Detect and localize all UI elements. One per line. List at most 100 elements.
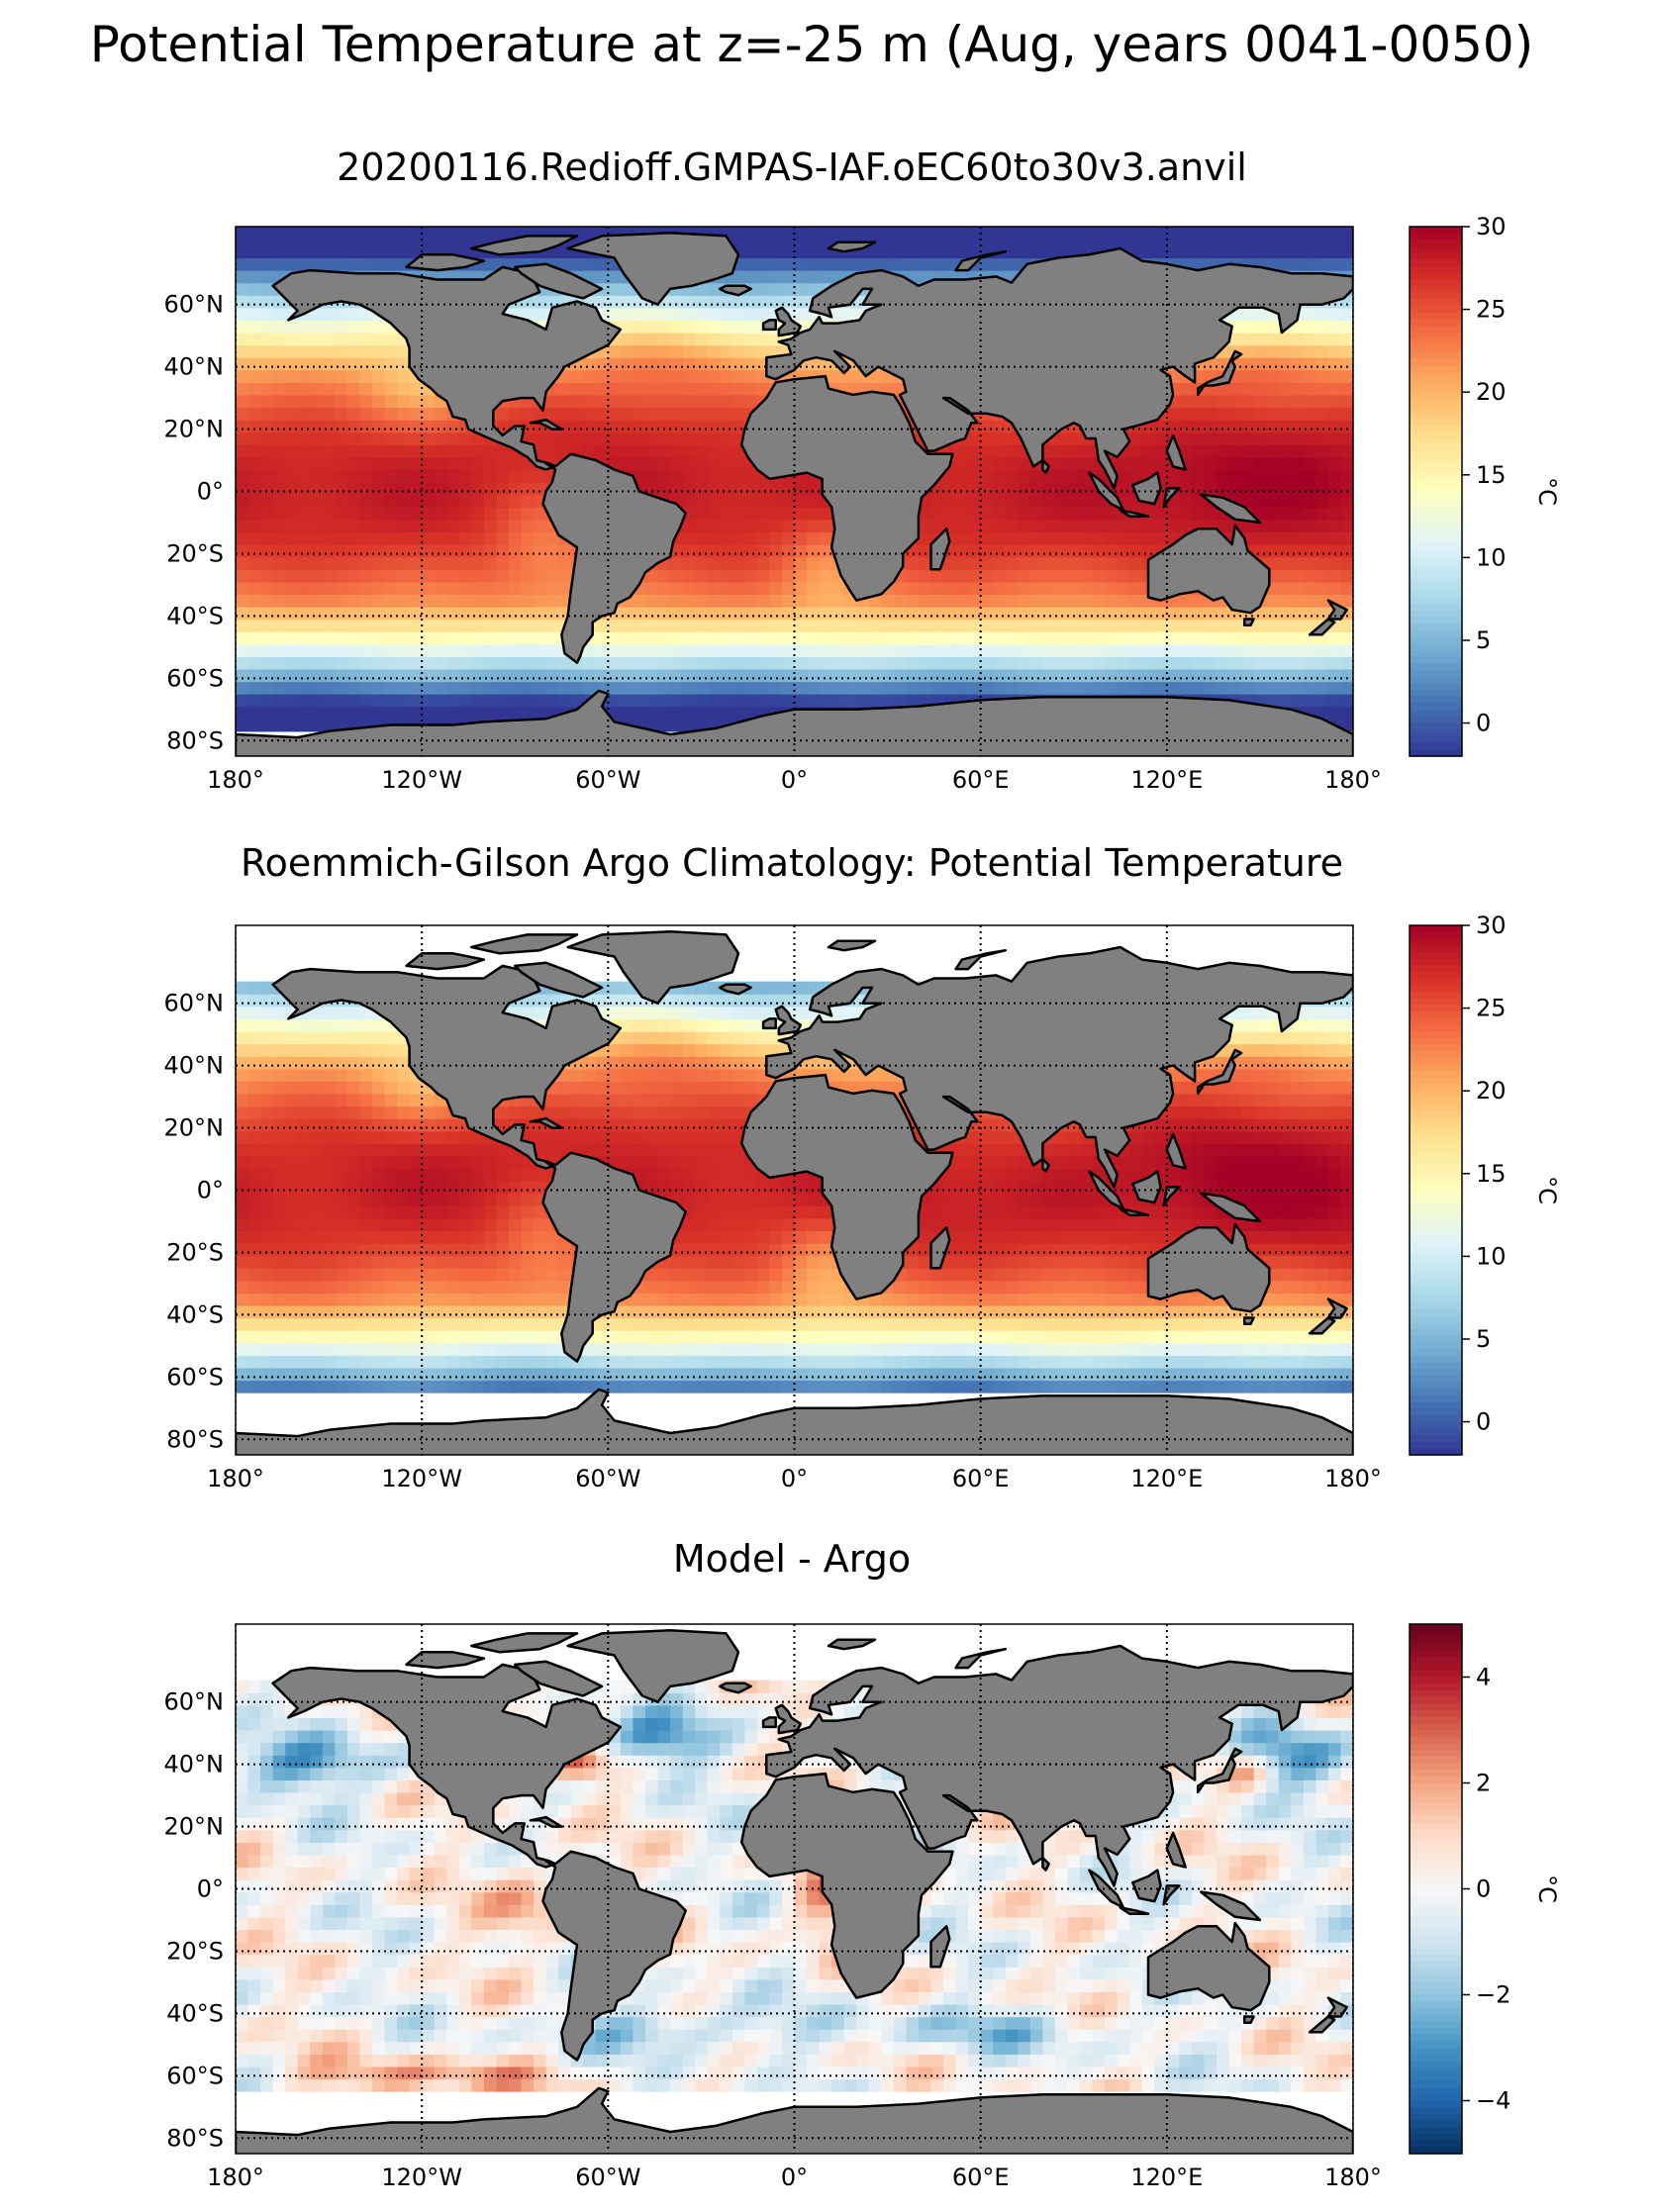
heatmap-cell xyxy=(1092,606,1106,621)
heatmap-cell xyxy=(1291,1342,1305,1356)
heatmap-cell xyxy=(595,1367,609,1382)
heatmap-cell xyxy=(720,382,733,396)
heatmap-cell xyxy=(756,482,771,496)
colorbar-segment xyxy=(1410,432,1462,439)
heatmap-cell xyxy=(633,357,646,371)
colorbar-segment xyxy=(1410,610,1462,619)
heatmap-cell xyxy=(446,494,460,508)
heatmap-cell xyxy=(1054,494,1069,508)
heatmap-cell xyxy=(1117,1380,1130,1394)
heatmap-cell xyxy=(260,494,274,508)
heatmap-cell xyxy=(769,233,783,246)
heatmap-cell xyxy=(682,594,696,608)
heatmap-cell xyxy=(335,1367,348,1382)
heatmap-cell xyxy=(359,227,373,234)
heatmap-cell xyxy=(1303,1342,1316,1356)
heatmap-cell xyxy=(955,581,969,595)
heatmap-cell xyxy=(1029,1367,1043,1382)
heatmap-cell xyxy=(558,394,572,409)
heatmap-cell xyxy=(794,1355,808,1369)
heatmap-cell xyxy=(1278,556,1292,570)
heatmap-cell xyxy=(620,619,634,632)
heatmap-cell xyxy=(657,394,671,409)
heatmap-cell xyxy=(1303,1304,1316,1319)
heatmap-cell xyxy=(458,1293,472,1306)
heatmap-cell xyxy=(272,295,286,309)
heatmap-cell xyxy=(633,643,646,657)
heatmap-cell xyxy=(670,295,684,309)
heatmap-cell xyxy=(744,469,758,483)
heatmap-cell xyxy=(918,656,932,670)
heatmap-cell xyxy=(434,569,447,583)
heatmap-cell xyxy=(744,668,758,683)
heatmap-cell xyxy=(781,643,796,657)
heatmap-cell xyxy=(422,1268,436,1282)
heatmap-cell xyxy=(583,1367,597,1382)
heatmap-cell xyxy=(1191,469,1206,483)
heatmap-cell xyxy=(409,594,423,608)
heatmap-cell xyxy=(1141,1367,1155,1382)
heatmap-cell xyxy=(1117,656,1130,670)
heatmap-cell xyxy=(657,668,671,683)
heatmap-cell xyxy=(1303,1355,1316,1369)
heatmap-cell xyxy=(731,382,745,396)
heatmap-cell xyxy=(297,233,311,246)
heatmap-cell xyxy=(1042,643,1056,657)
heatmap-cell xyxy=(1018,1280,1031,1294)
heatmap-cell xyxy=(409,244,423,259)
heatmap-cell xyxy=(260,631,274,645)
heatmap-cell xyxy=(272,656,286,670)
heatmap-cell xyxy=(1241,432,1255,445)
heatmap-cell xyxy=(570,681,584,695)
colorbar-segment xyxy=(1410,378,1462,387)
heatmap-cell xyxy=(682,706,696,720)
heatmap-cell xyxy=(1179,619,1193,632)
heatmap-cell xyxy=(285,619,299,632)
heatmap-cell xyxy=(955,631,969,645)
heatmap-cell xyxy=(1166,619,1180,632)
heatmap-cell xyxy=(409,420,423,433)
heatmap-cell xyxy=(807,494,821,508)
heatmap-cell xyxy=(620,320,634,334)
heatmap-cell xyxy=(1067,1293,1081,1306)
heatmap-cell xyxy=(695,556,709,570)
heatmap-cell xyxy=(1241,519,1255,533)
heatmap-cell xyxy=(608,631,622,645)
figure-suptitle: Potential Temperature at z=-25 m (Aug, y… xyxy=(90,16,1533,73)
heatmap-cell xyxy=(496,1230,510,1244)
heatmap-cell xyxy=(1327,569,1342,583)
heatmap-cell xyxy=(1005,227,1019,234)
heatmap-cell xyxy=(285,382,299,396)
heatmap-cell xyxy=(446,1355,460,1369)
heatmap-cell xyxy=(285,581,299,595)
heatmap-cell xyxy=(1266,227,1280,234)
heatmap-cell xyxy=(247,382,261,396)
heatmap-cell xyxy=(1291,357,1305,371)
heatmap-cell xyxy=(906,556,920,570)
heatmap-cell xyxy=(1327,1380,1342,1394)
heatmap-cell xyxy=(1303,1380,1316,1394)
heatmap-cell xyxy=(1315,456,1329,471)
heatmap-cell xyxy=(583,227,597,234)
heatmap-cell xyxy=(422,681,436,695)
heatmap-cell xyxy=(1217,681,1230,695)
heatmap-cell xyxy=(260,1255,274,1269)
heatmap-cell xyxy=(993,556,1007,570)
coastline xyxy=(1200,493,1262,525)
heatmap-cell xyxy=(422,569,436,583)
heatmap-cell xyxy=(247,320,261,334)
heatmap-cell xyxy=(670,656,684,670)
heatmap-cell xyxy=(831,227,845,234)
heatmap-cell xyxy=(409,482,423,496)
heatmap-cell xyxy=(247,369,261,383)
heatmap-cell xyxy=(968,643,982,657)
heatmap-cell xyxy=(1141,519,1155,533)
heatmap-cell xyxy=(831,581,845,595)
heatmap-cell xyxy=(272,456,286,471)
heatmap-cell xyxy=(1266,320,1280,334)
heatmap-cell xyxy=(744,494,758,508)
coastline xyxy=(1308,618,1336,636)
heatmap-cell xyxy=(1042,233,1056,246)
heatmap-cell xyxy=(744,307,758,322)
heatmap-cell xyxy=(247,357,261,371)
